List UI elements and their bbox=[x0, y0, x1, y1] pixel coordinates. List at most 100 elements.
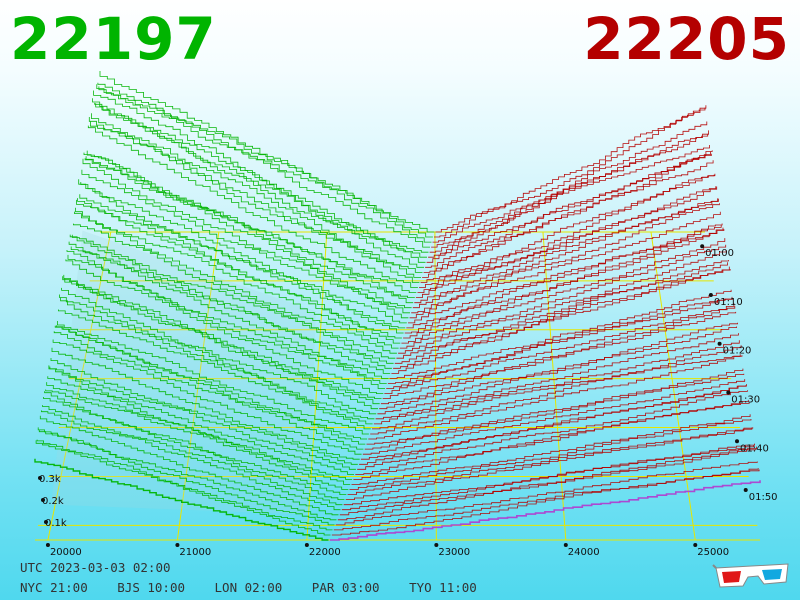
ask-depth-line bbox=[391, 269, 731, 374]
price-tick-mark bbox=[45, 543, 50, 547]
bid-depth-line bbox=[76, 199, 401, 344]
ask-depth-line bbox=[339, 449, 756, 516]
world-clocks: NYC 21:00 BJS 10:00 LON 02:00 PAR 03:00 … bbox=[20, 580, 499, 595]
time-tick-label: 01:50 bbox=[749, 492, 778, 503]
ask-depth-line bbox=[399, 244, 727, 349]
ask-depth-line bbox=[406, 223, 723, 329]
latest-ask-depth-line bbox=[329, 480, 761, 541]
ask-depth-line bbox=[380, 311, 737, 405]
bid-depth-line bbox=[74, 211, 397, 354]
time-tick-mark bbox=[717, 341, 722, 346]
bid-depth-line bbox=[88, 117, 420, 283]
time-tick-mark bbox=[708, 292, 713, 297]
bid-depth-line bbox=[90, 121, 421, 278]
utc-time: UTC 2023-03-03 02:00 bbox=[20, 560, 171, 575]
bid-depth-line bbox=[59, 294, 373, 425]
bid-depth-line bbox=[43, 397, 345, 501]
ask-depth-line bbox=[347, 427, 753, 496]
ask-depth-line bbox=[394, 260, 729, 364]
ask-depth-line bbox=[351, 414, 751, 485]
ask-depth-line bbox=[417, 186, 717, 294]
volume-tick-label: 0.3k bbox=[39, 474, 61, 485]
ask-depth-line bbox=[375, 333, 739, 420]
time-tick-label: 01:30 bbox=[731, 394, 760, 405]
price-tick-label: 21000 bbox=[179, 547, 211, 558]
bid-depth-line bbox=[96, 84, 430, 248]
bid-depth-line bbox=[37, 427, 335, 526]
ask-depth-line bbox=[335, 461, 758, 526]
clock-lon: LON 02:00 bbox=[214, 580, 283, 595]
bid-depth-line bbox=[77, 198, 402, 339]
bid-depth-line bbox=[99, 71, 435, 233]
ask-depth-line bbox=[331, 469, 760, 536]
bid-depth-line bbox=[71, 234, 394, 364]
ask-depth-line bbox=[373, 340, 740, 425]
ask-depth-line bbox=[386, 298, 734, 389]
bid-depth-line bbox=[38, 430, 337, 521]
ask-depth-line bbox=[368, 355, 743, 440]
ask-depth-line bbox=[366, 368, 744, 445]
bid-depth-line bbox=[93, 90, 426, 263]
ask-depth-line bbox=[357, 390, 748, 470]
ask-depth-line bbox=[423, 150, 713, 273]
bid-depth-line bbox=[57, 321, 369, 435]
ask-depth-line bbox=[419, 173, 716, 288]
grid-line-price bbox=[176, 231, 220, 541]
ask-depth-line bbox=[341, 443, 755, 511]
volume-tick-mark bbox=[38, 476, 42, 480]
chart-axes: 20000 21000 22000 23000 24000 25000 0.1k 0.2k 0.… bbox=[38, 244, 778, 558]
clock-bjs: BJS 10:00 bbox=[117, 580, 185, 595]
bid-depth-line bbox=[97, 82, 432, 243]
bid-depth-line bbox=[78, 179, 404, 334]
bid-depth-line bbox=[36, 439, 333, 531]
volume-tick-label: 0.2k bbox=[42, 496, 64, 507]
ask-depth-line bbox=[425, 153, 712, 268]
bid-depth-line bbox=[47, 376, 353, 480]
3d-glasses-icon[interactable] bbox=[712, 560, 792, 592]
bid-depth-line bbox=[35, 440, 331, 536]
time-tick-label: 01:20 bbox=[723, 346, 752, 357]
ask-depth-line bbox=[384, 303, 735, 395]
ask-depth-line bbox=[349, 419, 752, 490]
ask-depth-line bbox=[415, 186, 718, 299]
ask-depth-line bbox=[412, 198, 719, 309]
ask-depth-line bbox=[403, 229, 725, 339]
clock-tyo: TYO 11:00 bbox=[409, 580, 477, 595]
ask-depth-line bbox=[370, 345, 742, 435]
bid-depth-line bbox=[87, 125, 418, 288]
bid-depth-line bbox=[73, 223, 396, 359]
time-tick-label: 01:10 bbox=[714, 297, 743, 308]
price-tick-mark bbox=[563, 543, 568, 547]
bid-depth-line bbox=[49, 366, 356, 470]
bid-depth-line bbox=[92, 98, 424, 268]
ask-depth-line bbox=[359, 384, 747, 465]
bid-depth-line bbox=[41, 410, 341, 511]
bid-depth-line bbox=[83, 152, 412, 309]
bid-depth-line bbox=[61, 287, 377, 415]
price-tick-label: 20000 bbox=[50, 547, 82, 558]
ask-depth-line bbox=[404, 227, 724, 334]
bid-depth-line bbox=[91, 113, 423, 273]
ask-depth-line bbox=[408, 225, 722, 324]
bid-price: 22197 bbox=[10, 5, 217, 73]
bid-depth-line bbox=[75, 207, 399, 349]
ask-depth-line bbox=[362, 379, 746, 455]
bid-depth-line bbox=[34, 458, 329, 541]
bid-depth-line bbox=[60, 297, 375, 420]
ask-depth-line bbox=[345, 427, 754, 501]
bid-depth-line bbox=[95, 103, 429, 253]
price-tick-mark bbox=[304, 543, 309, 547]
bid-depth-line bbox=[52, 339, 362, 455]
bid-depth-line bbox=[45, 389, 349, 490]
bid-depth-line bbox=[48, 365, 354, 475]
bid-depth-line bbox=[84, 158, 414, 304]
ask-depth-line bbox=[377, 322, 738, 415]
ask-depth-line bbox=[398, 250, 727, 354]
bid-depth-line bbox=[86, 150, 417, 294]
ask-depth-line bbox=[372, 354, 741, 430]
price-tick-label: 25000 bbox=[697, 547, 729, 558]
ask-depth-line bbox=[422, 160, 714, 278]
ask-price: 22205 bbox=[583, 5, 790, 73]
bid-depth-line bbox=[62, 276, 378, 410]
